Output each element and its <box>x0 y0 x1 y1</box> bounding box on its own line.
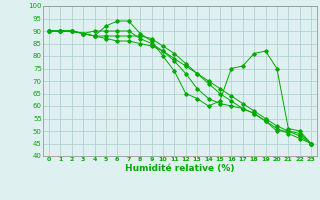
X-axis label: Humidité relative (%): Humidité relative (%) <box>125 164 235 173</box>
